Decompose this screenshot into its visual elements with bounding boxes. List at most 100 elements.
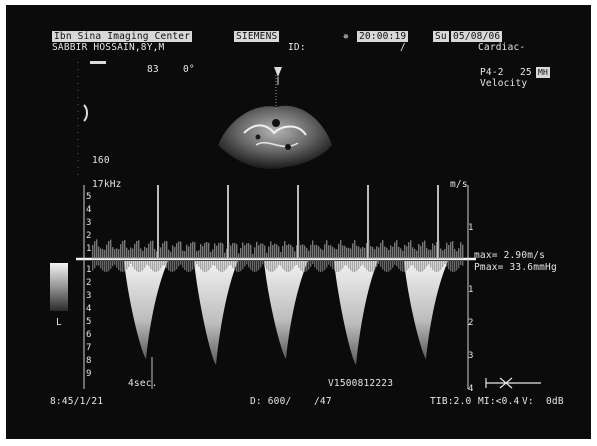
spectral-noise [168, 261, 170, 271]
spectral-noise [284, 241, 286, 259]
spectral-noise [258, 245, 260, 259]
spectral-noise [216, 245, 218, 259]
spectral-noise [132, 261, 134, 267]
scale-label: 1 [468, 285, 474, 295]
spectral-noise [348, 261, 350, 269]
spectral-noise [152, 240, 154, 259]
spectral-noise [240, 247, 242, 259]
spectral-noise [314, 261, 316, 268]
spectral-noise [430, 249, 432, 259]
spectral-noise [340, 240, 342, 259]
spectral-noise [374, 249, 376, 259]
spectral-noise [444, 248, 446, 259]
spectral-noise [298, 240, 300, 259]
spectral-noise [358, 246, 360, 259]
spectral-noise [244, 245, 246, 259]
spectral-noise [364, 261, 366, 268]
scale-label: 2 [468, 318, 474, 328]
spectral-noise [284, 261, 286, 271]
sample-volume-marker[interactable] [274, 67, 282, 85]
spectral-noise [310, 261, 312, 267]
facility-name: Ibn Sina Imaging Center [52, 31, 193, 42]
spectral-noise [412, 261, 414, 266]
doppler-waveform-lobe [264, 261, 308, 359]
spectral-noise [352, 261, 354, 272]
spectral-noise [420, 261, 422, 272]
spectral-noise [128, 261, 130, 267]
spectral-noise [362, 261, 364, 265]
spectral-noise [406, 246, 408, 259]
spectral-noise [132, 248, 134, 259]
spectral-noise [420, 245, 422, 259]
spectral-noise [100, 261, 102, 269]
spectral-noise [350, 248, 352, 259]
grayscale-bar [50, 263, 68, 311]
spectral-noise [388, 261, 390, 272]
spectral-noise [386, 247, 388, 259]
spectral-noise [400, 261, 402, 271]
doppler-waveform-lobe [404, 261, 448, 359]
spectral-noise [106, 244, 108, 259]
spectral-noise [456, 261, 458, 271]
spectral-noise [376, 246, 378, 259]
spectral-noise [344, 245, 346, 259]
scale-label: 2 [86, 278, 92, 288]
spectral-noise [264, 245, 266, 259]
spectral-noise [162, 243, 164, 259]
spectral-noise [326, 261, 328, 268]
b-mode-sector [218, 75, 332, 169]
spectral-noise [240, 261, 242, 272]
spectral-noise [236, 244, 238, 259]
spectral-noise [334, 248, 336, 259]
spectral-noise [398, 246, 400, 259]
spectral-noise [210, 251, 212, 259]
spectral-noise [112, 247, 114, 259]
spectral-noise [388, 249, 390, 259]
spectral-noise [406, 261, 408, 271]
spectral-noise [346, 261, 348, 266]
spectral-noise [234, 261, 236, 271]
spectral-noise [114, 249, 116, 259]
spectral-noise [204, 261, 206, 272]
caliper-marker[interactable] [485, 377, 541, 389]
spectral-noise [434, 261, 436, 272]
spectral-noise [318, 246, 320, 259]
spectral-noise [290, 244, 292, 259]
spectral-noise [354, 240, 356, 259]
spectral-noise [338, 261, 340, 272]
spectral-noise [352, 243, 354, 259]
spectral-noise [254, 261, 256, 272]
spectral-noise [446, 261, 448, 267]
spectral-noise [148, 243, 150, 259]
spectral-noise [428, 249, 430, 259]
spectral-noise [364, 247, 366, 259]
spectral-noise [410, 240, 412, 259]
spectral-noise [146, 247, 148, 259]
spectral-noise [356, 245, 358, 259]
spectral-noise [222, 243, 224, 259]
spectral-noise [362, 247, 364, 259]
tib-index: TIB:2.0 [430, 396, 472, 407]
spectral-noise [380, 242, 382, 259]
spectral-noise [308, 261, 310, 270]
spectral-noise [118, 249, 120, 259]
spectral-noise [338, 243, 340, 259]
spectral-noise [154, 261, 156, 272]
spectral-noise [340, 261, 342, 271]
spectral-noise [104, 249, 106, 259]
spectral-noise [180, 261, 182, 265]
spectral-noise [442, 250, 444, 259]
spectral-noise [304, 245, 306, 259]
spectral-noise [208, 261, 210, 271]
spectral-noise [396, 240, 398, 259]
spectral-noise [252, 261, 254, 272]
spectral-noise [312, 240, 314, 259]
spectral-noise [446, 242, 448, 259]
scale-label: 3 [468, 351, 474, 361]
spectral-noise [120, 261, 122, 272]
ultrasound-frame: Ibn Sina Imaging Center SIEMENS ✵ 20:00:… [6, 5, 591, 439]
scale-label: 4 [86, 304, 92, 314]
spectral-noise [262, 243, 264, 259]
spectral-noise [426, 247, 428, 259]
spectral-noise [136, 261, 138, 272]
